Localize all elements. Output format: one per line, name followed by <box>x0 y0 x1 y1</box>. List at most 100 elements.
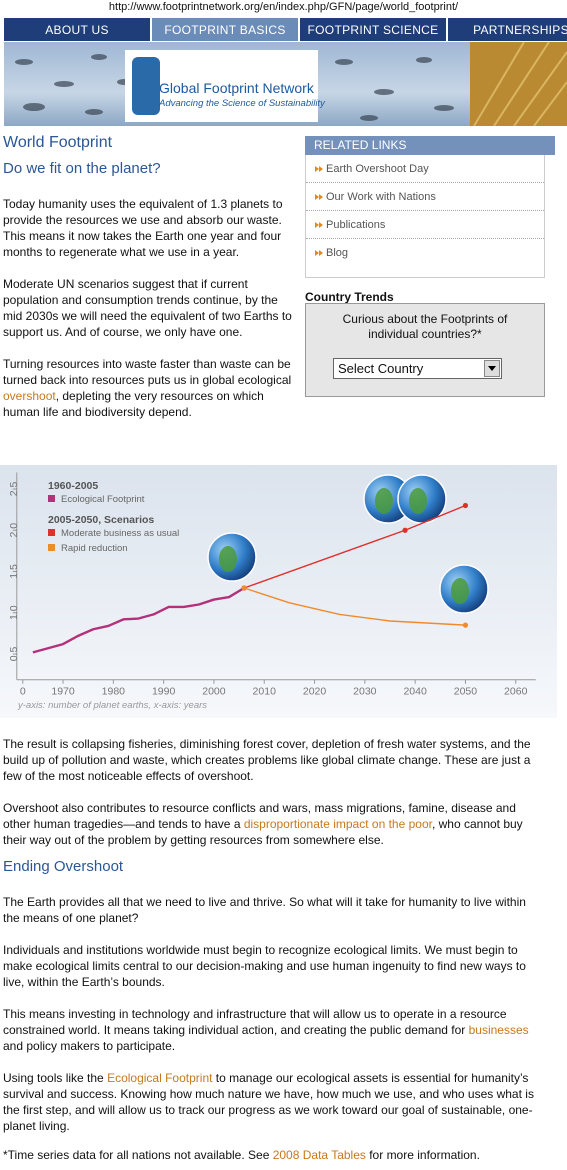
text: for more information. <box>365 1148 480 1162</box>
paragraph: Individuals and institutions worldwide m… <box>3 942 538 990</box>
chart: 0 1970 1980 1990 2000 2010 2020 2030 2040 2050 206… <box>0 465 557 718</box>
globe-land <box>409 488 427 514</box>
legend-swatch <box>48 529 55 536</box>
globe-land <box>451 578 469 604</box>
country-select[interactable]: Select Country <box>333 358 502 379</box>
text-link[interactable]: Ecological Footprint <box>107 1071 213 1085</box>
bullet-icon <box>319 222 323 228</box>
text: The result is collapsing fisheries, dimi… <box>3 737 531 783</box>
globe-land <box>375 488 393 514</box>
paragraph: The result is collapsing fisheries, dimi… <box>3 736 538 784</box>
related-links-header: RELATED LINKS <box>305 136 555 155</box>
bullet-icon <box>319 194 323 200</box>
legend-group: 1960-2005 <box>48 480 98 492</box>
page-title: World Footprint <box>3 134 113 151</box>
y-tick-label: 2.0 <box>8 523 20 538</box>
text-link[interactable]: 2008 Data Tables <box>272 1148 366 1162</box>
legend-swatch <box>48 495 55 502</box>
x-tick-label: 2060 <box>504 686 528 698</box>
related-link-row: Publications <box>306 211 544 239</box>
related-link-row: Our Work with Nations <box>306 183 544 211</box>
paragraph: Today humanity uses the equivalent of 1.… <box>3 196 533 260</box>
x-tick-label: 1990 <box>152 686 176 698</box>
related-link[interactable]: Our Work with Nations <box>326 191 436 203</box>
bullet-icon <box>319 250 323 256</box>
text: This means investing in technology and i… <box>3 1007 507 1037</box>
related-link-row: Blog <box>306 239 544 266</box>
logo-tagline: Advancing the Science of Sustainability <box>159 98 325 109</box>
text: and policy makers to participate. <box>3 1039 176 1053</box>
x-tick-label: 0 <box>20 686 26 698</box>
related-link[interactable]: Earth Overshoot Day <box>326 163 429 175</box>
text-link[interactable]: disproportionate impact on the poor <box>243 817 432 831</box>
after-chart-text: The result is collapsing fisheries, dimi… <box>3 736 538 864</box>
text: Moderate UN scenarios suggest that if cu… <box>3 277 292 339</box>
related-link-row: Earth Overshoot Day <box>306 155 544 183</box>
arrow-icon <box>488 366 496 371</box>
bullet-icon <box>315 194 319 200</box>
text: Individuals and institutions worldwide m… <box>3 943 526 989</box>
text-link[interactable]: businesses <box>468 1023 529 1037</box>
logo[interactable]: Global Footprint Network Advancing the S… <box>125 50 325 122</box>
bullet-icon <box>315 166 319 172</box>
text: to manage our ecological assets is essen… <box>3 1071 534 1133</box>
logo-icon <box>132 57 160 115</box>
text-link[interactable]: overshoot <box>3 389 56 403</box>
y-tick-label: 2.5 <box>8 482 20 497</box>
legend-label: Rapid reduction <box>61 543 128 554</box>
text: *Time series data for all nations not av… <box>3 1148 273 1162</box>
text: Today humanity uses the equivalent of 1.… <box>3 197 283 259</box>
logo-title: Global Footprint Network <box>159 80 314 96</box>
x-tick-label: 1980 <box>102 686 126 698</box>
text: Turning resources into waste faster than… <box>3 357 292 387</box>
data-point <box>462 502 469 509</box>
country-trends-title: Country Trends <box>305 290 394 304</box>
legend-label: Ecological Footprint <box>61 494 145 505</box>
data-point <box>462 622 469 628</box>
nav-tab[interactable]: FOOTPRINT BASICS <box>152 18 300 41</box>
x-tick-label: 2010 <box>253 686 277 698</box>
section-text: The Earth provides all that we need to l… <box>3 894 538 1150</box>
country-trends-text: Curious about the Footprints of individu… <box>342 312 508 341</box>
url: http://www.footprintnetwork.org/en/index… <box>108 1 459 13</box>
banner-photo <box>15 42 567 126</box>
select-arrow[interactable] <box>484 360 500 377</box>
section-heading: Ending Overshoot <box>3 858 124 875</box>
paragraph: Overshoot also contributes to resource c… <box>3 800 538 848</box>
legend-group: 2005-2050, Scenarios <box>48 514 154 526</box>
nav-bar: ABOUT US FOOTPRINT BASICS FOOTPRINT SCIENC… <box>4 18 567 41</box>
footnote: *Time series data for all nations not av… <box>3 1147 543 1163</box>
text: , who cannot buy their way out of the pr… <box>3 817 523 847</box>
nav-tab[interactable]: ABOUT US <box>4 18 152 41</box>
paragraph: Turning resources into waste faster than… <box>3 356 533 420</box>
legend-label: Moderate business as usual <box>61 528 179 539</box>
paragraph: The Earth provides all that we need to l… <box>3 894 538 926</box>
paragraph: Using tools like the Ecological Footprin… <box>3 1070 538 1134</box>
nav-tab[interactable]: PARTNERSHIPS <box>448 18 567 41</box>
chart-caption: y-axis: number of planet earths, x-axis:… <box>17 700 207 711</box>
x-tick-label: 1970 <box>51 686 75 698</box>
series-line <box>243 587 466 626</box>
bullet-icon <box>315 250 319 256</box>
page-subtitle: Do we fit on the planet? <box>3 160 161 177</box>
text: Overshoot also contributes to resource c… <box>3 801 516 831</box>
data-point <box>241 585 247 591</box>
bullet-icon <box>315 222 319 228</box>
paragraph: Moderate UN scenarios suggest that if cu… <box>3 276 533 340</box>
x-tick-label: 2020 <box>303 686 327 698</box>
y-tick-label: 0.5 <box>8 647 20 662</box>
legend-swatch <box>48 544 55 551</box>
text: , depleting the very resources on which … <box>3 389 264 419</box>
series-line <box>32 586 245 654</box>
related-links-box: Earth Overshoot Day Our Work with Nations… <box>305 155 545 278</box>
related-link[interactable]: Publications <box>326 219 386 231</box>
data-point <box>402 527 408 533</box>
nav-tab[interactable]: FOOTPRINT SCIENCE <box>300 18 448 41</box>
text: The Earth provides all that we need to l… <box>3 895 526 925</box>
related-link[interactable]: Blog <box>326 247 349 259</box>
x-tick-label: 2040 <box>403 686 427 698</box>
intro-text: Today humanity uses the equivalent of 1.… <box>3 196 533 436</box>
text: Using tools like the <box>3 1071 108 1085</box>
y-tick-label: 1.0 <box>8 605 20 620</box>
